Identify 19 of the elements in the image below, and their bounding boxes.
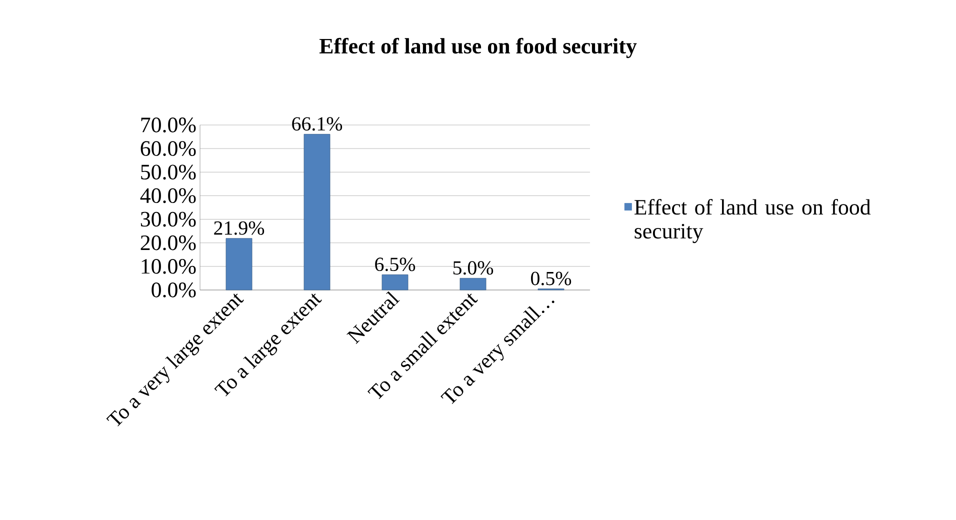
text: 0.5% [531,272,572,286]
y-tick-label: 0.0% [152,282,196,298]
text: 6.5% [375,258,416,272]
y-tick-label: 70.0% [141,118,196,132]
y-tick-label: 50.0% [141,164,196,180]
y-tick-label: 40.0% [140,188,196,204]
bar [460,278,486,290]
y-tick-label: 30.0% [140,212,196,227]
bar [226,238,252,290]
text: 5.0% [453,261,494,275]
text: 66.1% [292,117,342,131]
bar [382,274,408,290]
legend-label: Effect of land use on food security [634,199,871,244]
y-tick-label: 60.0% [140,141,196,156]
bar [304,134,330,290]
y-tick-label: 10.0% [142,258,196,274]
text: 21.9% [214,221,264,235]
y-tick-label: 20.0% [140,235,196,250]
chart-title: Effect of land use on food security [319,38,637,58]
